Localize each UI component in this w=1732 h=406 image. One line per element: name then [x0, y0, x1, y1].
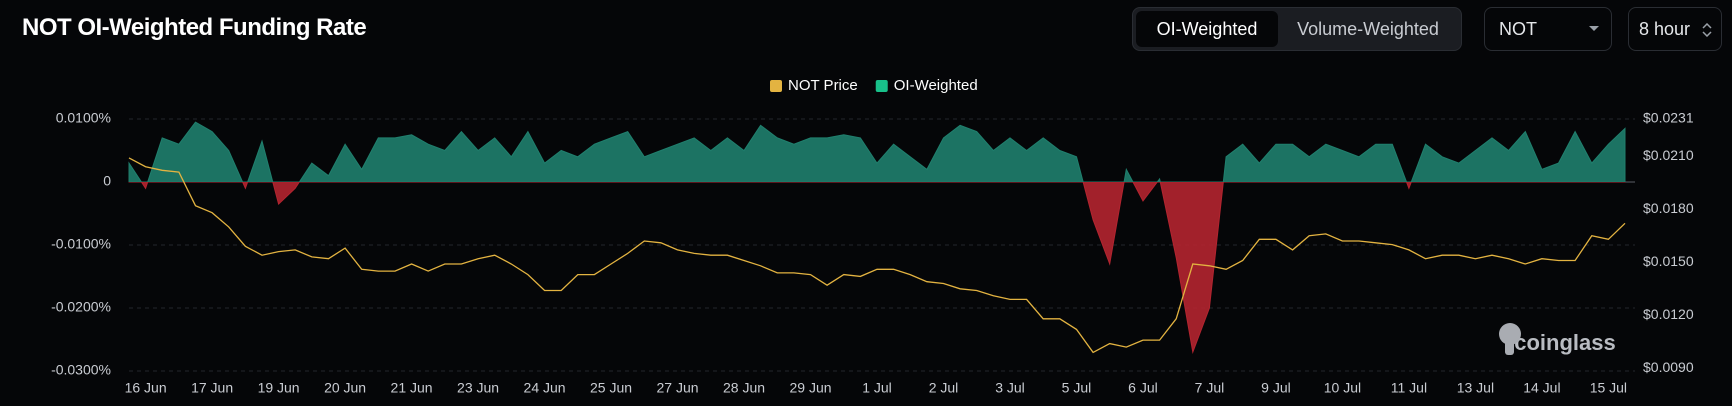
- x-tick-label: 6 Jul: [1128, 380, 1158, 396]
- y-tick-label: 0: [103, 173, 111, 189]
- x-tick-label: 27 Jun: [657, 380, 699, 396]
- x-tick-label: 24 Jun: [524, 380, 566, 396]
- x-tick-label: 28 Jun: [723, 380, 765, 396]
- x-tick-label: 3 Jul: [995, 380, 1025, 396]
- watermark: coinglass: [1514, 330, 1615, 355]
- y2-tick-label: $0.0210: [1643, 147, 1694, 163]
- y-tick-label: -0.0200%: [51, 299, 111, 315]
- y2-tick-label: $0.0150: [1643, 253, 1694, 269]
- x-tick-label: 16 Jun: [125, 380, 167, 396]
- x-tick-label: 13 Jul: [1457, 380, 1494, 396]
- symbol-label: NOT: [1499, 18, 1537, 39]
- x-tick-label: 1 Jul: [862, 380, 892, 396]
- tab[interactable]: OI-Weighted: [1136, 11, 1278, 47]
- x-tick-label: 15 Jul: [1590, 380, 1627, 396]
- y2-tick-label: $0.0090: [1643, 359, 1694, 375]
- y-tick-label: -0.0100%: [51, 236, 111, 252]
- x-tick-label: 20 Jun: [324, 380, 366, 396]
- x-tick-label: 14 Jul: [1523, 380, 1560, 396]
- funding-area: [128, 121, 1626, 354]
- chart-title: NOT OI-Weighted Funding Rate: [22, 14, 367, 41]
- y2-tick-label: $0.0180: [1643, 200, 1694, 216]
- x-tick-label: 25 Jun: [590, 380, 632, 396]
- x-tick-label: 10 Jul: [1324, 380, 1361, 396]
- interval-label: 8 hour: [1639, 18, 1691, 39]
- y2-tick-label: $0.0120: [1643, 306, 1694, 322]
- x-tick-label: 2 Jul: [929, 380, 959, 396]
- updown-icon: [1702, 23, 1712, 37]
- legend-swatch: [875, 80, 888, 92]
- tab[interactable]: Volume-Weighted: [1297, 18, 1439, 39]
- x-tick-label: 7 Jul: [1195, 380, 1225, 396]
- legend-label: OI-Weighted: [894, 77, 978, 94]
- watermark-logo: [1499, 323, 1521, 355]
- y2-tick-label: $0.0231: [1643, 110, 1694, 126]
- x-tick-label: 29 Jun: [789, 380, 831, 396]
- y-tick-label: 0.0100%: [56, 110, 111, 126]
- interval-select[interactable]: 8 hour: [1628, 7, 1722, 51]
- x-tick-label: 5 Jul: [1062, 380, 1092, 396]
- x-tick-label: 17 Jun: [191, 380, 233, 396]
- symbol-select[interactable]: NOT: [1484, 7, 1612, 51]
- x-tick-label: 19 Jun: [258, 380, 300, 396]
- x-tick-label: 23 Jun: [457, 380, 499, 396]
- price-line: [128, 157, 1626, 354]
- tab-group: OI-Weighted Volume-Weighted: [1132, 7, 1462, 51]
- x-tick-label: 21 Jun: [391, 380, 433, 396]
- caret: [1589, 26, 1599, 31]
- y-tick-label: -0.0300%: [51, 362, 111, 378]
- x-tick-label: 11 Jul: [1391, 380, 1427, 396]
- legend-label: NOT Price: [788, 77, 858, 94]
- legend-swatch: [770, 80, 782, 92]
- x-tick-label: 9 Jul: [1261, 380, 1291, 396]
